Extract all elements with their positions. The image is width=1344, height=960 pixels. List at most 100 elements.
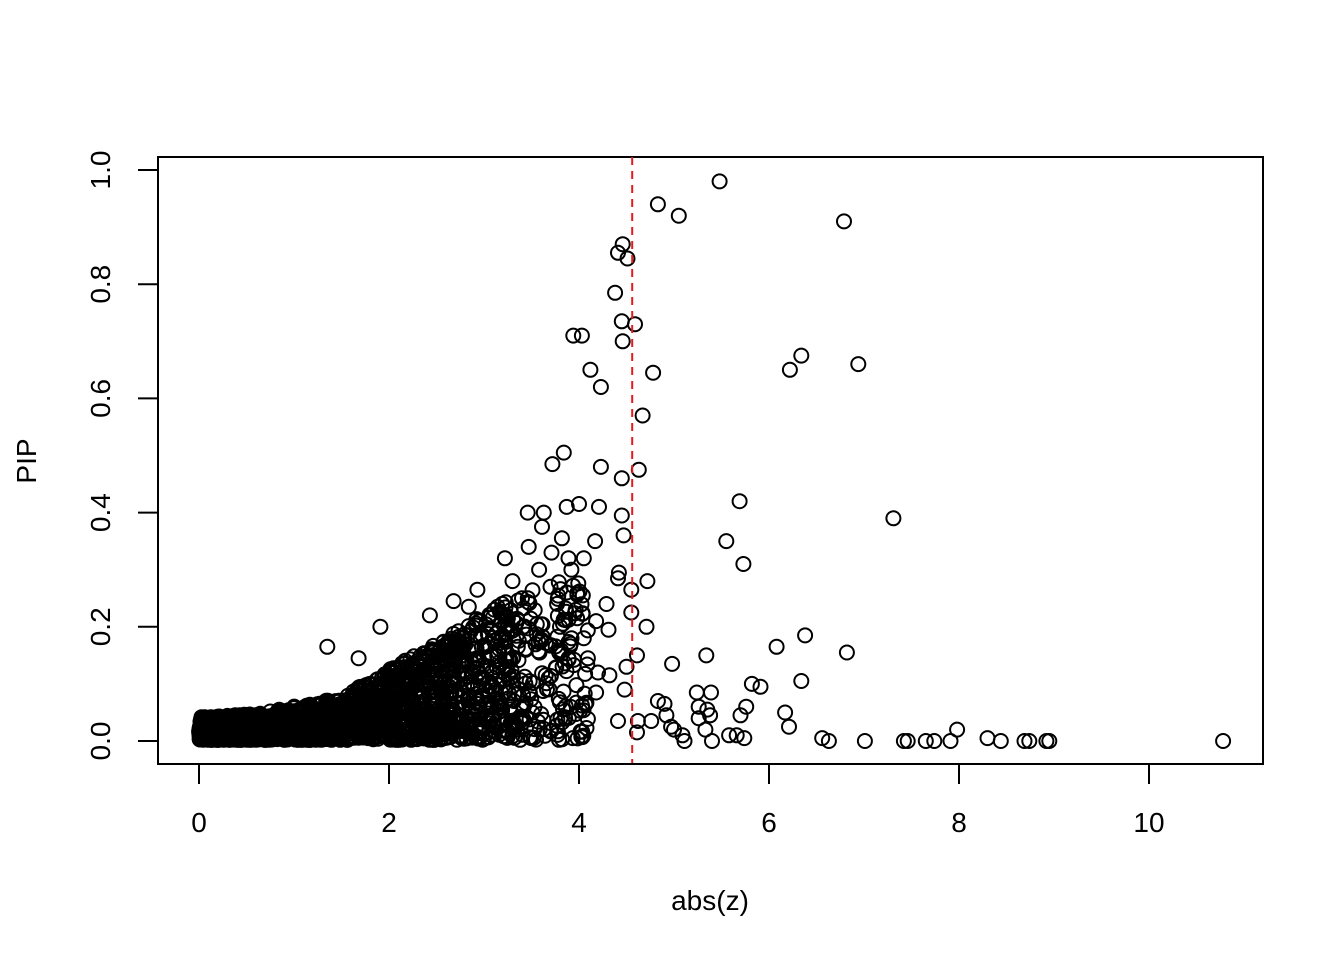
data-point [525,675,541,691]
y-tick-label: 0.6 [85,379,116,418]
data-point [543,544,560,561]
data-point [542,668,559,684]
data-point [385,664,402,681]
data-point [389,659,406,676]
data-point [856,733,873,749]
data-point [430,710,447,727]
data-point [688,684,705,701]
data-point [569,610,586,627]
data-point [588,684,605,701]
data-point [718,533,735,550]
data-point [382,731,399,748]
data-point [992,733,1009,749]
data-point [942,733,959,749]
data-point [453,713,470,730]
data-point [404,655,421,672]
data-point [885,510,902,527]
data-point [304,720,321,737]
data-point [547,659,564,676]
data-point [592,379,609,395]
data-point [607,284,624,301]
data-point [670,207,687,224]
data-point [664,655,681,672]
data-point [437,722,454,739]
data-point [728,727,745,744]
data-point [520,538,537,555]
data-point [574,605,591,622]
data-point [690,698,707,715]
data-point [549,726,566,743]
data-point [534,518,550,535]
data-point [1021,733,1038,749]
data-point [372,618,389,635]
data-point [486,601,503,618]
data-point [523,691,540,708]
data-point [619,250,636,267]
data-point [568,677,585,694]
data-point [460,598,477,615]
data-point [542,578,559,595]
data-point [768,638,785,655]
data-point [634,407,651,424]
data-point [613,313,630,330]
data-point [565,327,582,344]
data-point [519,590,536,607]
x-axis: 0 2 4 6 8 10 [191,763,1165,838]
data-point [431,700,448,716]
data-point [192,713,209,730]
data-point [738,698,755,715]
data-point [579,622,596,639]
data-point [551,694,568,711]
data-point [443,685,460,702]
data-point [555,615,571,632]
data-point [398,670,415,687]
data-point [531,561,548,578]
data-point [262,726,279,743]
data-point [562,638,579,655]
data-point [616,681,633,698]
x-tick-label: 2 [381,807,397,838]
data-point [506,717,523,734]
data-point [455,723,472,740]
data-point [698,647,715,664]
x-tick-label: 6 [761,807,777,838]
data-point [506,686,523,702]
data-point [576,685,593,702]
data-point [735,556,752,572]
data-point [390,731,407,748]
data-point [468,640,485,657]
data-point [471,729,488,746]
data-point [456,626,473,643]
data-point [613,507,630,524]
data-point [514,726,531,743]
data-point [703,684,719,701]
data-point [552,710,569,727]
data-point [797,627,814,644]
data-point [296,699,313,715]
y-tick-label: 0.4 [85,493,116,532]
data-point [630,461,647,478]
data-point [516,618,533,635]
data-point [555,444,572,461]
data-point [645,364,662,381]
data-point [704,733,720,749]
data-point [666,721,682,738]
data-point [615,527,632,544]
data-point [383,701,400,717]
data-point [638,618,655,635]
data-point [614,236,631,253]
data-point [592,458,609,475]
data-point [197,721,214,738]
y-tick-label: 0.8 [85,265,116,304]
data-point [656,695,673,712]
data-point [469,581,486,598]
data-point [339,701,356,718]
data-point [505,611,522,628]
data-point [319,638,336,655]
data-point [571,496,587,512]
data-point [781,718,797,735]
data-point [421,607,438,624]
data-point [850,356,867,373]
data-point [575,550,592,567]
